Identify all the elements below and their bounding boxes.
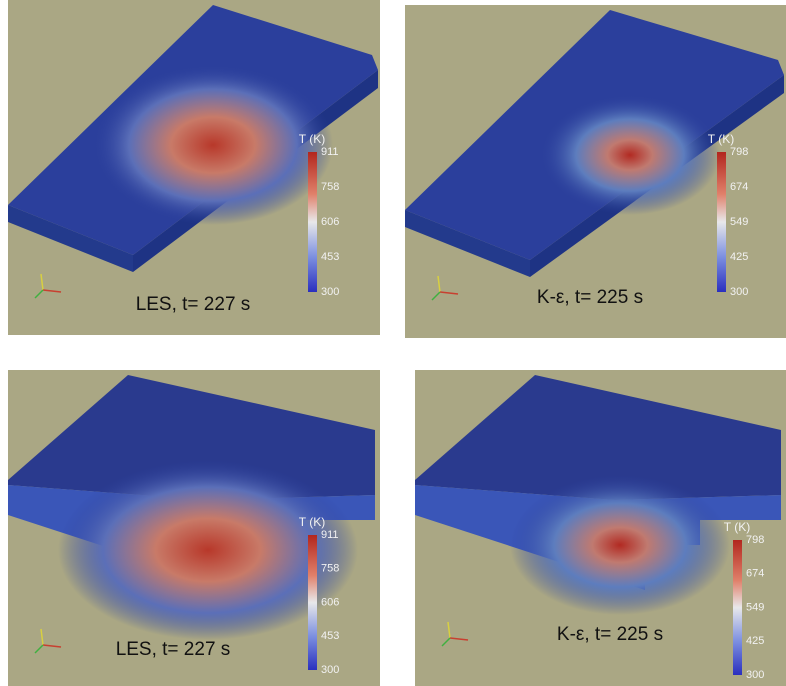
colorbar-tick-label: 606 [321,216,339,228]
colorbar-tick-label: 758 [321,181,339,193]
caption: LES, t= 227 s [116,639,231,660]
panel: T (K)798 674 549 425 300 K-ε, t= 225 s [415,370,786,686]
colorbar [733,540,742,675]
colorbar-tick-label: 798 [730,146,748,158]
caption: LES, t= 227 s [136,294,251,315]
colorbar-tick-label: 549 [730,216,748,228]
colorbar-tick-label: 798 [746,534,764,546]
panel: T (K)911 758 606 453 300 LES, t= 227 s [8,0,380,335]
panel: T (K)911 758 606 453 300 LES, t= 227 s [8,370,380,686]
colorbar-tick-label: 549 [746,601,764,613]
colorbar-tick-label: 300 [321,286,339,298]
colorbar-tick-label: 425 [746,635,764,647]
colorbar [308,152,317,292]
figure: T (K)911758606453300LES, t= 227 sT (K)79… [0,0,786,686]
colorbar [717,152,726,292]
colorbar [308,535,317,670]
temperature-field [540,95,720,215]
colorbar-tick-label: 674 [730,181,748,193]
temperature-field [93,65,333,225]
colorbar-tick-label: 300 [321,664,339,676]
colorbar-tick-label: 300 [730,286,748,298]
caption: K-ε, t= 225 s [557,624,663,645]
colorbar-title: T (K) [708,132,734,146]
colorbar-tick-label: 758 [321,563,339,575]
panel: T (K)798 674 549 425 300 K-ε, t= 225 s [405,5,786,338]
colorbar-tick-label: 606 [321,596,339,608]
colorbar-tick-label: 453 [321,630,339,642]
colorbar-title: T (K) [299,132,325,146]
caption: K-ε, t= 225 s [537,287,643,308]
colorbar-tick-label: 300 [746,669,764,681]
colorbar-tick-label: 453 [321,251,339,263]
colorbar-tick-label: 425 [730,251,748,263]
colorbar-tick-label: 674 [746,568,764,580]
colorbar-title: T (K) [299,515,325,529]
colorbar-title: T (K) [724,520,750,534]
temperature-field [510,475,730,615]
colorbar-tick-label: 911 [321,529,339,541]
colorbar-tick-label: 911 [321,146,339,158]
